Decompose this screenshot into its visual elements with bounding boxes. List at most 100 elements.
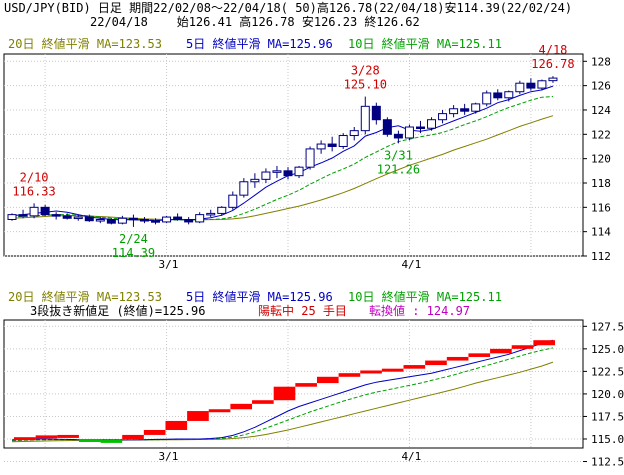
candle-down xyxy=(128,217,138,221)
candle-up xyxy=(7,214,17,220)
bottom-tick-label-y: 122.5 xyxy=(591,365,624,378)
line-break-up xyxy=(57,434,79,438)
ma5-line-top xyxy=(11,85,554,222)
bottom-tick-label-y: 125.0 xyxy=(591,343,624,356)
candle-up xyxy=(162,216,172,223)
candle-down xyxy=(382,119,392,135)
candle-up xyxy=(228,194,238,208)
candle-up xyxy=(272,170,282,173)
bottom-tick-label-x: 4/1 xyxy=(401,450,421,463)
annotation-date: 4/18 xyxy=(539,43,568,57)
bottom-tick-label-y: 127.5 xyxy=(591,320,624,333)
top-tick-label-y: 122 xyxy=(591,128,611,141)
line-break-up xyxy=(533,340,555,346)
candle-down xyxy=(51,214,61,217)
annotation-date: 3/28 xyxy=(351,64,380,78)
line-break-up xyxy=(511,345,534,349)
line-break-up xyxy=(273,386,296,401)
candle-down xyxy=(18,214,28,217)
candle-up xyxy=(95,218,105,222)
top-tick-label-y: 124 xyxy=(591,104,611,117)
candle-up xyxy=(471,103,481,112)
top-tick-label-y: 120 xyxy=(591,153,611,166)
line-break-up xyxy=(143,429,166,435)
line-break-up xyxy=(187,411,209,421)
candle-up xyxy=(316,143,326,150)
line-break-up xyxy=(360,370,382,374)
annotation-value: 121.26 xyxy=(377,162,420,176)
line-break-up xyxy=(122,434,144,439)
line-break-up xyxy=(14,437,36,441)
annotation-value: 116.33 xyxy=(12,184,55,198)
renko-reversal-info: 転換値 : 124.97 xyxy=(369,304,471,318)
chart-header: USD/JPY(BID) 日足 期間22/02/08～22/04/18( 50)… xyxy=(0,0,624,30)
candle-down xyxy=(371,105,381,121)
top-legend-ma10: 10日 終値平滑 MA=125.11 xyxy=(348,37,502,51)
candle-up xyxy=(449,108,459,115)
candle-up xyxy=(537,80,547,89)
candle-down xyxy=(173,216,183,220)
candle-down xyxy=(460,108,470,112)
line-break-up xyxy=(316,376,339,384)
line-break-up xyxy=(446,356,469,361)
top-tick-label-y: 128 xyxy=(591,55,611,68)
candle-down xyxy=(184,218,194,223)
line-break-down xyxy=(100,439,123,443)
top-tick-label-x: 4/1 xyxy=(401,258,421,271)
line-break-up xyxy=(468,353,491,357)
line-break-up xyxy=(208,409,231,413)
top-tick-label-y: 116 xyxy=(591,201,611,214)
bottom-tick-label-y: 117.5 xyxy=(591,410,624,423)
candle-up xyxy=(73,216,83,220)
annotation-date: 3/31 xyxy=(384,148,413,162)
top-legend-ma20: 20日 終値平滑 MA=123.53 xyxy=(8,37,162,51)
bottom-tick-label-y: 120.0 xyxy=(591,388,624,401)
candle-down xyxy=(327,143,337,147)
line-break-up xyxy=(403,365,426,369)
top-tick-label-y: 118 xyxy=(591,177,611,190)
annotation-date: 2/24 xyxy=(119,232,148,246)
renko-close-info: 3段抜き新値足 (終値)=125.96 xyxy=(30,304,206,318)
bottom-legend-ma5: 5日 終値平滑 MA=125.96 xyxy=(186,290,333,304)
candle-up xyxy=(305,148,315,168)
candle-down xyxy=(106,218,116,224)
candle-up xyxy=(515,82,525,93)
candle-down xyxy=(526,82,536,89)
candle-up xyxy=(261,171,271,180)
candle-up xyxy=(438,113,448,121)
line-break-down xyxy=(78,438,101,442)
candle-up xyxy=(427,119,437,129)
candle-up xyxy=(504,91,514,99)
candle-up xyxy=(239,181,249,196)
candle-up xyxy=(360,105,370,132)
annotation-date: 2/10 xyxy=(20,170,49,184)
candle-up xyxy=(206,212,216,216)
candle-up xyxy=(250,178,260,183)
top-tick-label-y: 112 xyxy=(591,250,611,263)
line-break-up xyxy=(490,348,512,354)
line-break-up xyxy=(252,400,274,404)
last-bar-ohlc-info: 22/04/18 始126.41 高126.78 安126.23 終126.62 xyxy=(90,15,420,29)
top-tick-label-y: 114 xyxy=(591,226,611,239)
top-tick-label-y: 126 xyxy=(591,80,611,93)
candle-down xyxy=(393,133,403,139)
top-tick-label-x: 3/1 xyxy=(159,258,179,271)
annotation-value: 125.10 xyxy=(344,78,387,92)
candle-up xyxy=(482,92,492,105)
candle-down xyxy=(283,170,293,177)
ma20-line-top xyxy=(11,115,554,221)
renko-trend-info: 陽転中 25 手目 xyxy=(258,304,347,318)
candle-down xyxy=(493,92,503,99)
annotation-value: 114.39 xyxy=(112,246,155,260)
candle-down xyxy=(415,126,425,130)
candle-down xyxy=(62,215,72,219)
candle-up xyxy=(29,206,39,217)
candle-down xyxy=(151,220,161,223)
line-break-up xyxy=(230,403,253,410)
bottom-legend-ma20: 20日 終値平滑 MA=123.53 xyxy=(8,290,162,304)
top-legend-ma5: 5日 終値平滑 MA=125.96 xyxy=(186,37,333,51)
candle-up xyxy=(548,77,558,82)
line-break-up xyxy=(338,373,361,377)
candle-up xyxy=(195,214,205,223)
bottom-tick-label-y: 112.5 xyxy=(591,456,624,469)
